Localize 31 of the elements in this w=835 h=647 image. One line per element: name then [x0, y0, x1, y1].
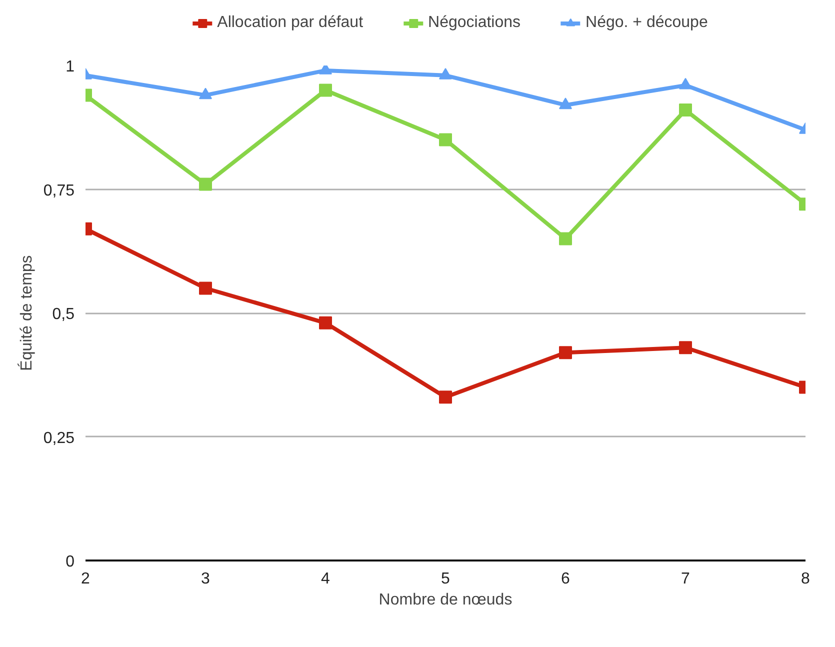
x-tick-label: 3	[201, 570, 210, 588]
point	[439, 390, 452, 404]
x-tick-label: 5	[441, 570, 450, 588]
y-tick-label: 0,25	[43, 430, 75, 447]
x-tick-label: 4	[321, 570, 330, 588]
y-tick-label: 1	[66, 58, 75, 76]
point	[679, 104, 692, 117]
point	[679, 78, 692, 90]
x-axis-title: Nombre de nœuds	[378, 592, 512, 608]
point	[439, 68, 452, 80]
point	[199, 178, 212, 191]
x-tick-label: 7	[681, 570, 690, 588]
y-axis-title: Équité de temps	[17, 255, 36, 371]
point	[199, 282, 212, 295]
x-tick-label: 8	[801, 570, 810, 588]
point	[559, 346, 572, 360]
point	[679, 341, 692, 354]
point	[559, 98, 572, 110]
legend-label: Négo. + découpe	[586, 14, 708, 32]
y-tick-label: 0	[66, 554, 75, 570]
point	[319, 316, 332, 330]
x-tick-label: 6	[561, 570, 570, 588]
point	[319, 84, 332, 97]
y-tick-label: 0,75	[43, 182, 75, 200]
legend-label: Négociations	[428, 14, 521, 32]
point	[439, 133, 452, 146]
point	[559, 232, 572, 246]
x-tick-label: 2	[81, 570, 90, 588]
point	[199, 88, 212, 100]
legend-label: Allocation par défaut	[217, 14, 364, 32]
y-tick-label: 0,5	[52, 306, 75, 323]
